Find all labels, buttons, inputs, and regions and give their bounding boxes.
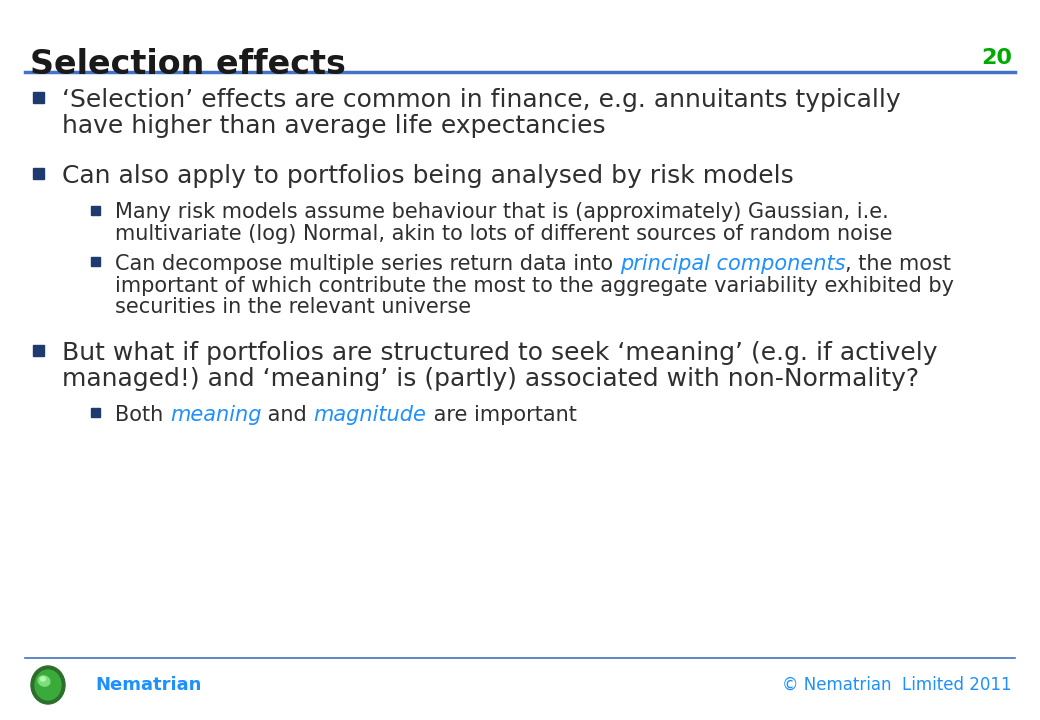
- Bar: [32, 168, 44, 179]
- Text: © Nematrian  Limited 2011: © Nematrian Limited 2011: [782, 676, 1012, 694]
- Text: and: and: [261, 405, 314, 426]
- Bar: [90, 206, 100, 215]
- Text: managed!) and ‘meaning’ is (partly) associated with non-Normality?: managed!) and ‘meaning’ is (partly) asso…: [62, 367, 919, 391]
- Text: securities in the relevant universe: securities in the relevant universe: [115, 297, 471, 318]
- Bar: [32, 345, 44, 356]
- Text: Selection effects: Selection effects: [30, 48, 346, 81]
- Ellipse shape: [35, 670, 61, 700]
- Text: Can decompose multiple series return data into: Can decompose multiple series return dat…: [115, 254, 620, 274]
- Text: Many risk models assume behaviour that is (approximately) Gaussian, i.e.: Many risk models assume behaviour that i…: [115, 202, 889, 222]
- Bar: [90, 408, 100, 418]
- Text: have higher than average life expectancies: have higher than average life expectanci…: [62, 114, 605, 138]
- Ellipse shape: [38, 676, 50, 686]
- Ellipse shape: [31, 666, 64, 704]
- Text: , the most: , the most: [846, 254, 952, 274]
- Bar: [32, 92, 44, 103]
- Bar: [90, 257, 100, 266]
- Text: But what if portfolios are structured to seek ‘meaning’ (e.g. if actively: But what if portfolios are structured to…: [62, 341, 937, 365]
- Text: multivariate (log) Normal, akin to lots of different sources of random noise: multivariate (log) Normal, akin to lots …: [115, 224, 892, 244]
- Ellipse shape: [41, 677, 46, 681]
- Text: Both: Both: [115, 405, 170, 426]
- Text: meaning: meaning: [170, 405, 261, 426]
- Text: 20: 20: [981, 48, 1012, 68]
- Text: important of which contribute the most to the aggregate variability exhibited by: important of which contribute the most t…: [115, 276, 954, 295]
- Text: magnitude: magnitude: [314, 405, 426, 426]
- Text: principal components: principal components: [620, 254, 846, 274]
- Text: Nematrian: Nematrian: [95, 676, 202, 694]
- Text: are important: are important: [426, 405, 576, 426]
- Text: ‘Selection’ effects are common in finance, e.g. annuitants typically: ‘Selection’ effects are common in financ…: [62, 88, 901, 112]
- Text: Can also apply to portfolios being analysed by risk models: Can also apply to portfolios being analy…: [62, 164, 794, 188]
